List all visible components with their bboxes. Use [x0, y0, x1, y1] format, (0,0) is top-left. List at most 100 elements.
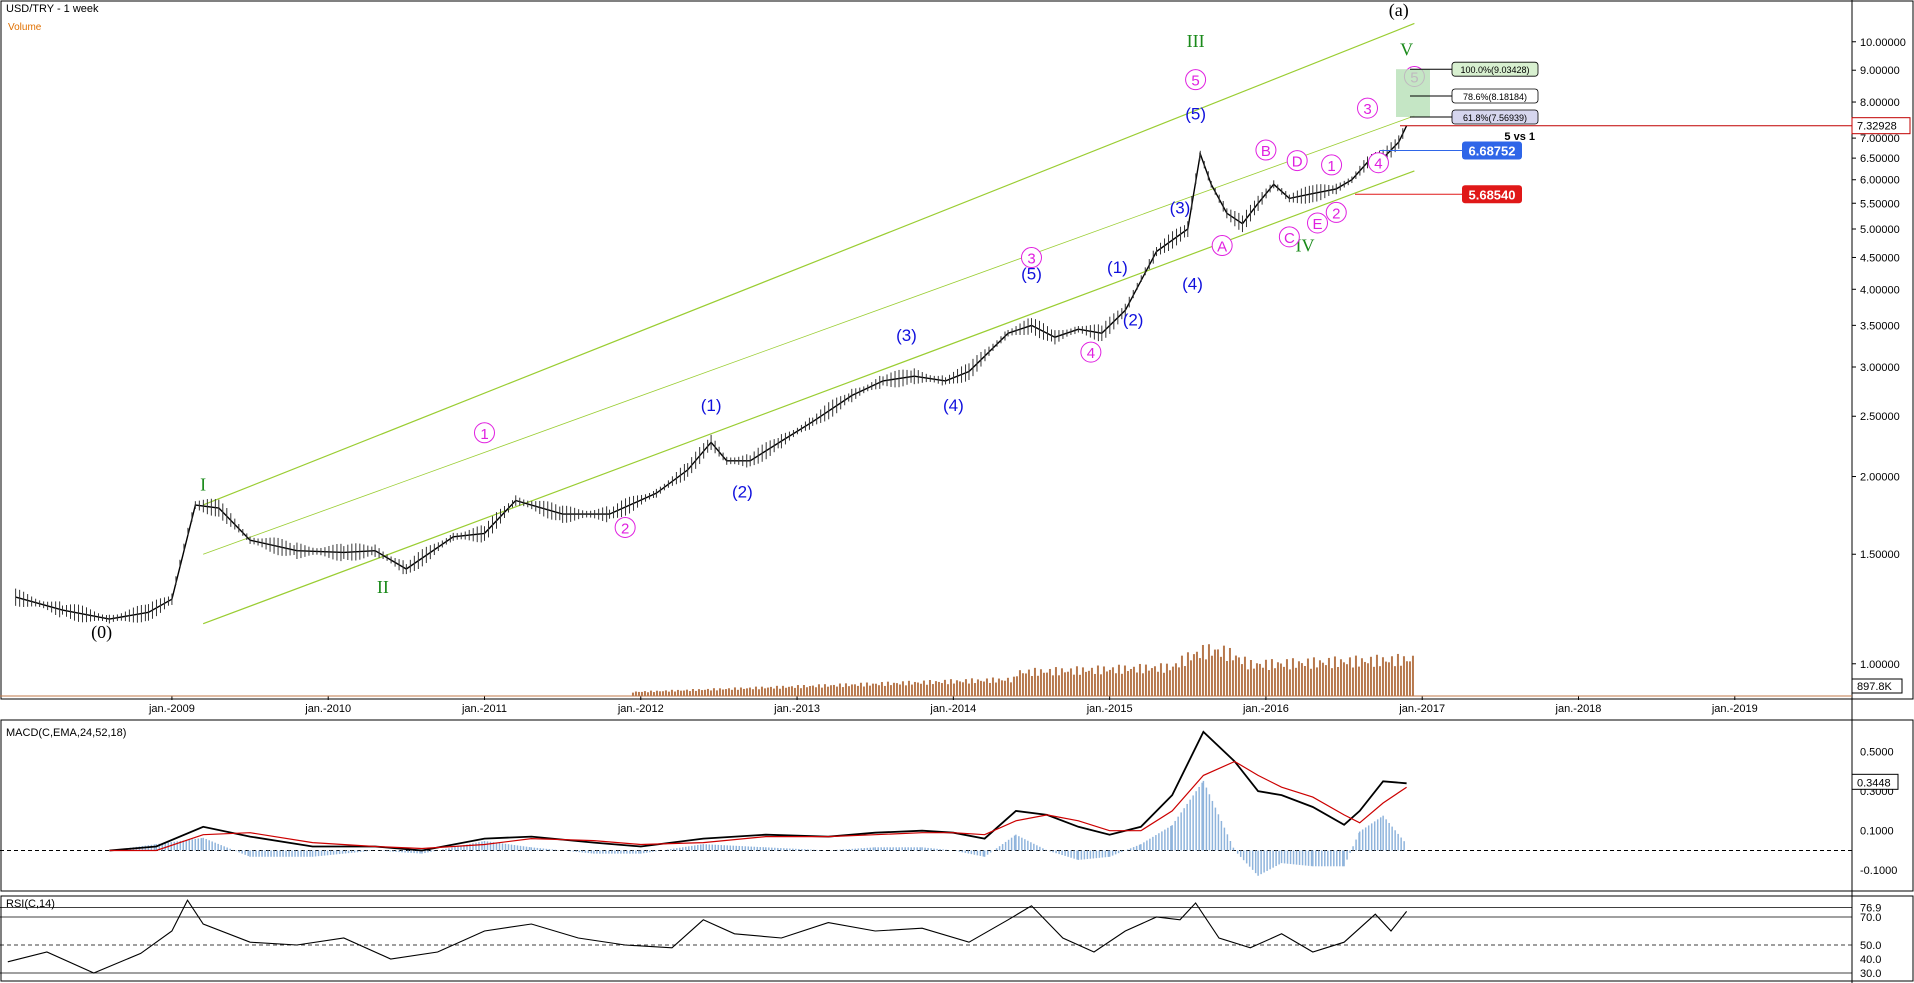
- wave-label-magenta: 1: [1327, 158, 1335, 175]
- rsi-pane-frame: [0, 895, 1914, 982]
- signal-line: [109, 760, 1407, 852]
- channel-mid: [203, 115, 1415, 555]
- last-price-tag: [1851, 117, 1911, 135]
- y-tick-label: 3.00000: [1860, 362, 1900, 374]
- wave-label-black: (0): [91, 622, 112, 643]
- wave-label-magenta: 3: [1363, 101, 1371, 118]
- x-tick-label: jan.-2018: [1555, 703, 1602, 715]
- wave-label-green: I: [200, 474, 206, 494]
- wave-label-green: III: [1187, 31, 1205, 51]
- wave-label-magenta: 5: [1191, 73, 1199, 90]
- last-price-label: 7.32928: [1857, 121, 1897, 133]
- x-tick-label: jan.-2017: [1398, 703, 1445, 715]
- wave-label-magenta: 2: [1332, 205, 1340, 222]
- fib-box: [1451, 61, 1539, 77]
- wave-label-blue: (3): [896, 326, 917, 345]
- wave-label-black: (a): [1389, 0, 1409, 21]
- note-label: 5 vs 1: [1504, 131, 1535, 143]
- x-tick-label: jan.-2016: [1242, 703, 1289, 715]
- macd-title: MACD(C,EMA,24,52,18): [6, 727, 127, 739]
- wave-label-magenta: E: [1312, 216, 1322, 233]
- wave-label-magenta-circle: [1185, 69, 1207, 91]
- rsi-y-tick-label: 70.0: [1860, 912, 1881, 924]
- fib-box: [1451, 109, 1539, 125]
- fib-box-label: 78.6%(8.18184): [1463, 92, 1527, 102]
- x-tick-label: jan.-2019: [1711, 703, 1758, 715]
- x-tick-label: jan.-2014: [929, 703, 976, 715]
- y-tick-label: 5.00000: [1860, 224, 1900, 236]
- y-tick-label: 2.00000: [1860, 472, 1900, 484]
- y-tick-label: 10.00000: [1860, 37, 1906, 49]
- wave-label-magenta-circle: [1325, 201, 1347, 223]
- wave-label-magenta-circle: [1321, 154, 1343, 176]
- wave-label-magenta: D: [1292, 154, 1303, 171]
- wave-label-blue: (5): [1185, 104, 1206, 123]
- y-tick-label: 1.00000: [1860, 659, 1900, 671]
- rsi-y-tick-label: 50.0: [1860, 940, 1881, 952]
- y-tick-label: 4.00000: [1860, 284, 1900, 296]
- x-tick-label: jan.-2012: [617, 703, 664, 715]
- wave-label-magenta-circle: [614, 516, 636, 538]
- level-tag-label: 5.68540: [1469, 187, 1516, 202]
- y-tick-label: 4.50000: [1860, 252, 1900, 264]
- y-tick-label: 2.50000: [1860, 411, 1900, 423]
- rsi-y-tick-label: 76.9: [1860, 902, 1881, 914]
- y-tick-label: 8.00000: [1860, 97, 1900, 109]
- macd-y-tick-label: 0.1000: [1860, 826, 1894, 838]
- wave-label-blue: (2): [1123, 310, 1144, 329]
- x-tick-label: jan.-2009: [148, 703, 195, 715]
- price-series: [15, 125, 1408, 620]
- macd-y-tick-label: 0.5000: [1860, 747, 1894, 759]
- wave-label-blue: (1): [701, 396, 722, 415]
- wave-label-magenta-circle: [1020, 247, 1042, 269]
- wave-label-magenta: 1: [480, 426, 488, 443]
- fib-box: [1451, 88, 1539, 104]
- wave-label-blue: (5): [1021, 264, 1042, 283]
- target-zone: [1396, 69, 1430, 117]
- wave-label-magenta: 4: [1087, 345, 1095, 362]
- rsi-title: RSI(C,14): [6, 898, 55, 910]
- wave-label-green: IV: [1295, 236, 1314, 256]
- wave-label-blue: (4): [943, 396, 964, 415]
- wave-label-magenta-circle: [1286, 150, 1308, 172]
- chart-title: USD/TRY - 1 week: [6, 3, 99, 15]
- x-tick-label: jan.-2013: [773, 703, 820, 715]
- wave-label-magenta: B: [1261, 143, 1271, 160]
- wave-label-magenta-circle: [1211, 235, 1233, 257]
- y-tick-label: 9.00000: [1860, 65, 1900, 77]
- rsi-extra-label: 40.0: [1860, 954, 1881, 966]
- wave-label-green: V: [1400, 40, 1413, 60]
- wave-label-magenta-circle: [1278, 226, 1300, 248]
- fib-box-label: 100.0%(9.03428): [1460, 65, 1529, 75]
- wave-label-magenta-circle: [1255, 139, 1277, 161]
- volume-tag-label: 897.8K: [1857, 681, 1893, 693]
- x-tick-label: jan.-2011: [461, 703, 507, 715]
- macd-value-tag: [1851, 773, 1899, 790]
- x-tick-label: jan.-2015: [1086, 703, 1133, 715]
- wave-label-magenta-circle: [1357, 97, 1379, 119]
- y-tick-label: 7.00000: [1860, 133, 1900, 145]
- wave-label-green: II: [377, 577, 389, 597]
- wave-label-magenta-circle: [1306, 212, 1328, 234]
- level-tag: [1462, 185, 1522, 204]
- wave-label-magenta: A: [1217, 239, 1227, 256]
- fib-box-label: 61.8%(7.56939): [1463, 113, 1527, 123]
- y-tick-label: 6.50000: [1860, 153, 1900, 165]
- macd-value-label: 0.3448: [1857, 777, 1891, 789]
- wave-label-magenta: 2: [621, 520, 629, 537]
- macd-pane-frame: [0, 719, 1914, 892]
- price-pane-frame: [0, 0, 1914, 700]
- wave-label-magenta-circle: [1367, 152, 1389, 174]
- y-tick-label: 5.50000: [1860, 198, 1900, 210]
- macd-y-tick-label: -0.1000: [1860, 865, 1897, 877]
- y-tick-label: 6.00000: [1860, 175, 1900, 187]
- y-tick-label: 3.50000: [1860, 320, 1900, 332]
- x-tick-label: jan.-2010: [304, 703, 351, 715]
- y-tick-label: 1.50000: [1860, 549, 1900, 561]
- wave-label-magenta: 4: [1374, 156, 1382, 173]
- wave-label-blue: (3): [1170, 198, 1191, 217]
- channel-upper: [202, 22, 1415, 506]
- volume-tag: [1851, 678, 1903, 694]
- volume-label: Volume: [8, 22, 42, 33]
